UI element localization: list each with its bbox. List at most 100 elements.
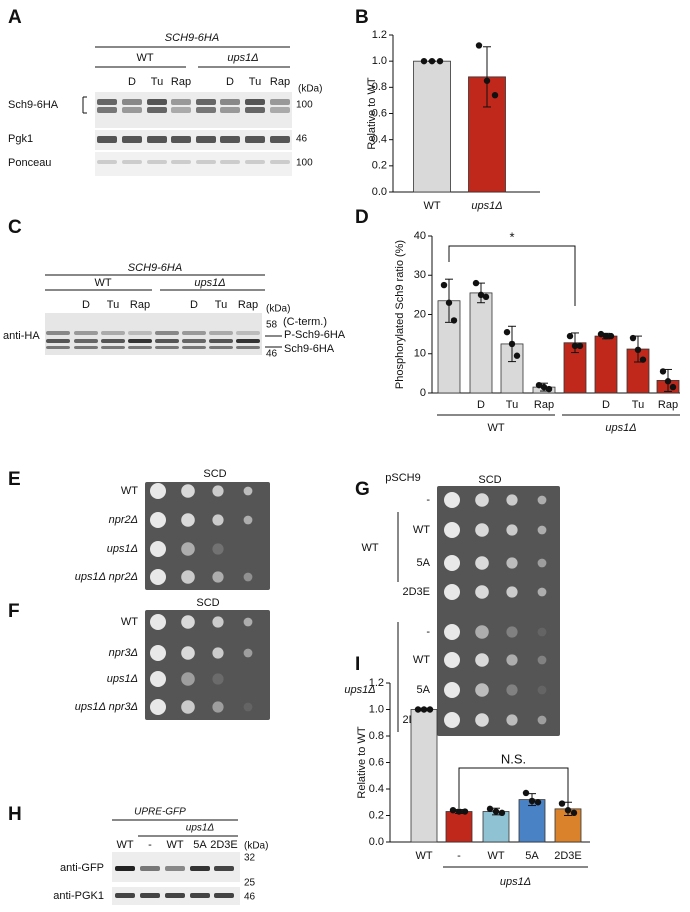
colony	[150, 512, 166, 528]
band	[165, 893, 185, 898]
y-axis-label: Relative to WT	[356, 726, 368, 798]
label: SCD	[203, 468, 226, 480]
band	[122, 107, 142, 113]
label: D	[82, 299, 90, 311]
label: Rap	[130, 299, 150, 311]
data-point	[450, 317, 458, 324]
data-point	[445, 299, 453, 306]
colony	[150, 569, 166, 585]
data-point	[486, 805, 494, 813]
colony	[444, 522, 460, 538]
label: Rap	[270, 76, 290, 88]
x-tick-label: 2D3E	[554, 850, 582, 862]
band	[128, 339, 152, 343]
label: Rap	[171, 76, 191, 88]
label: (kDa)	[266, 304, 290, 315]
band	[214, 866, 234, 871]
band	[196, 136, 216, 143]
label: D	[128, 76, 136, 88]
x-tick-label: Tu	[632, 399, 644, 411]
label: ups1Δ	[194, 277, 225, 289]
band	[147, 99, 167, 105]
data-point	[570, 809, 578, 817]
panel-letter: D	[355, 207, 369, 228]
panel-letter: B	[355, 7, 369, 28]
colony	[150, 671, 166, 687]
x-tick-label: ups1Δ	[471, 200, 502, 212]
band	[97, 99, 117, 105]
band	[97, 160, 117, 164]
panel-letter: A	[8, 7, 22, 28]
data-point	[440, 281, 448, 289]
colony	[181, 700, 195, 714]
band	[101, 331, 125, 335]
bar	[445, 811, 473, 843]
y-tick-label: 0.2	[372, 160, 387, 172]
bar	[594, 335, 618, 394]
data-point	[659, 368, 667, 375]
data-point	[540, 383, 548, 391]
label: 46	[296, 134, 308, 145]
label: 2D3E	[402, 586, 430, 598]
colony	[475, 653, 489, 667]
colony	[212, 673, 224, 685]
x-tick-label: WT	[423, 200, 440, 212]
band	[115, 893, 135, 898]
plate-e	[145, 482, 270, 590]
label: ups1Δ npr2Δ	[75, 571, 138, 583]
colony	[475, 713, 489, 727]
data-point	[414, 706, 422, 713]
band	[46, 339, 70, 343]
data-point	[492, 808, 500, 815]
data-point	[576, 342, 584, 350]
data-point	[436, 57, 444, 65]
x-tick-label: -	[457, 850, 461, 862]
label: 5A	[417, 684, 431, 696]
colony	[150, 645, 166, 661]
data-point	[629, 334, 637, 342]
band	[245, 160, 265, 164]
y-axis-label: Phosphorylated Sch9 ratio (%)	[394, 240, 406, 389]
colony	[212, 514, 224, 526]
colony	[212, 543, 224, 555]
label: (C-term.)	[283, 316, 327, 328]
colony	[150, 614, 166, 630]
x-tick-label: WT	[415, 850, 432, 862]
colony	[475, 556, 489, 570]
label: 100	[296, 158, 313, 169]
band	[165, 866, 185, 871]
band	[122, 99, 142, 105]
y-tick-label: 0.8	[369, 730, 384, 742]
band	[245, 107, 265, 113]
band	[270, 99, 290, 105]
data-point	[639, 356, 647, 363]
data-point	[571, 342, 579, 350]
colony	[444, 492, 460, 508]
x-tick-label: Rap	[534, 399, 554, 411]
x-tick-label: WT	[487, 850, 504, 862]
band	[155, 331, 179, 335]
colony	[150, 541, 166, 557]
label: SCH9-6HA	[165, 32, 219, 44]
band	[209, 346, 233, 349]
colony	[506, 524, 518, 536]
plate-g	[437, 486, 560, 736]
label: D	[226, 76, 234, 88]
data-point	[564, 807, 572, 814]
band	[74, 339, 98, 343]
label: Sch9-6HA	[284, 343, 335, 355]
band	[140, 866, 160, 871]
band	[115, 866, 135, 871]
y-tick-label: 0.0	[369, 836, 384, 848]
colony	[444, 682, 460, 698]
band	[196, 160, 216, 164]
label: WT	[94, 277, 111, 289]
colony	[212, 647, 224, 659]
band	[236, 339, 260, 343]
x-tick-label: D	[602, 399, 610, 411]
label: WT	[361, 542, 378, 554]
colony	[243, 486, 253, 496]
band	[209, 331, 233, 335]
label: WT	[166, 839, 183, 851]
data-point	[449, 807, 457, 814]
